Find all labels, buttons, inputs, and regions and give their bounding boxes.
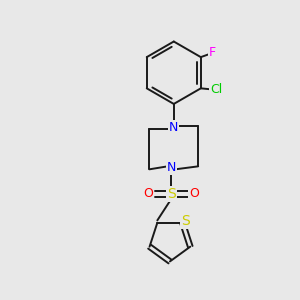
Text: F: F <box>208 46 216 59</box>
Text: N: N <box>167 161 176 174</box>
Text: Cl: Cl <box>210 83 222 96</box>
Text: N: N <box>169 121 178 134</box>
Text: S: S <box>167 187 176 201</box>
Text: O: O <box>144 188 154 200</box>
Text: S: S <box>181 214 190 228</box>
Text: O: O <box>189 188 199 200</box>
